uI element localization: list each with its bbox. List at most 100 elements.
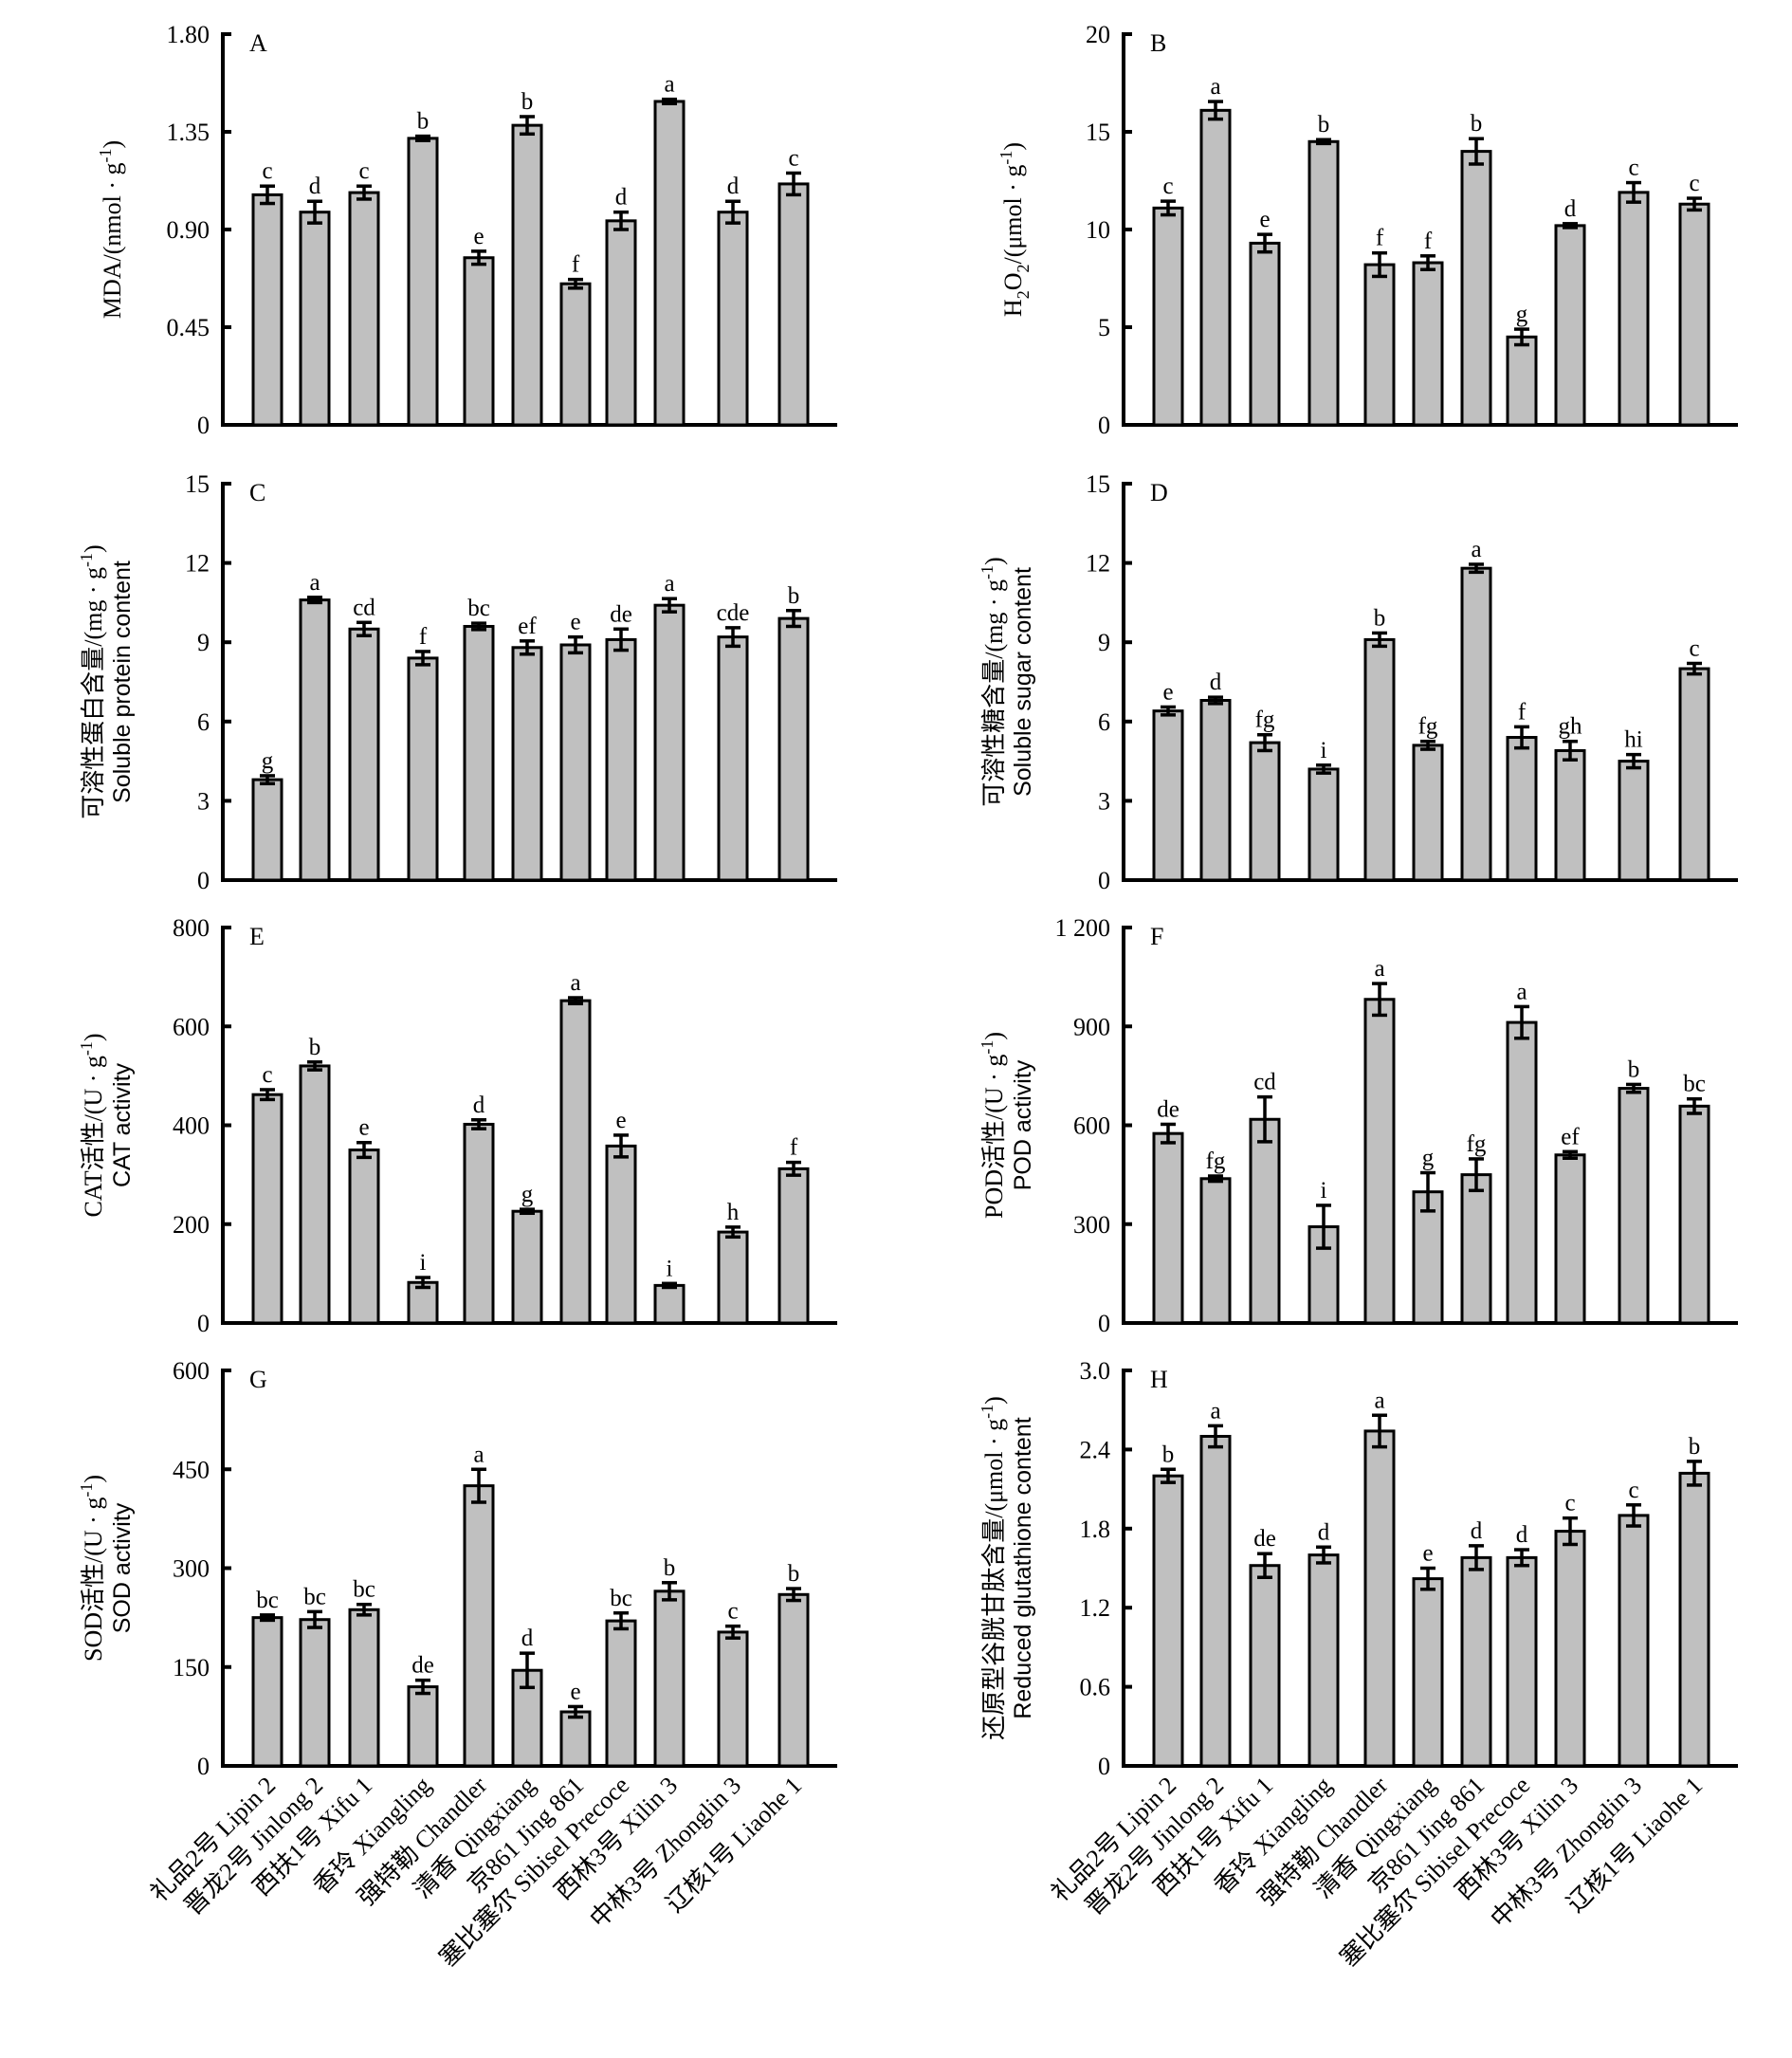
significance-letter: fg xyxy=(1255,707,1275,733)
significance-letter: bc xyxy=(353,1577,375,1603)
bar xyxy=(1678,1104,1710,1325)
bar xyxy=(348,1148,380,1325)
bar xyxy=(1199,699,1232,882)
bar xyxy=(1678,667,1710,882)
bar xyxy=(463,1484,495,1768)
significance-letter: e xyxy=(570,1679,580,1704)
chart-panel-d: 0 3 6 9 12 15 D 可溶性糖含量/(mg · g-1)Soluble sugar … xyxy=(978,470,1738,894)
y-tick-label: 0 xyxy=(1098,1753,1110,1780)
significance-letter: g xyxy=(1516,302,1528,327)
panel-letter: D xyxy=(1150,479,1168,506)
significance-letter: bc xyxy=(467,596,490,621)
y-tick-label: 12 xyxy=(1086,550,1110,578)
bar xyxy=(605,1144,637,1325)
bar xyxy=(1199,1177,1232,1325)
significance-letter: d xyxy=(727,174,740,199)
bar xyxy=(511,646,543,882)
y-tick-label: 600 xyxy=(173,1357,210,1385)
significance-letter: a xyxy=(1471,537,1481,562)
significance-letter: e xyxy=(1422,1541,1433,1567)
panel-letter: B xyxy=(1150,29,1166,57)
significance-letter: de xyxy=(411,1653,434,1679)
y-tick-label: 900 xyxy=(1073,1013,1110,1040)
significance-letter: ef xyxy=(1561,1124,1580,1149)
bar xyxy=(1249,741,1281,882)
y-axis-label-en: Reduced glutathione content xyxy=(1010,1417,1036,1718)
significance-letter: e xyxy=(615,1108,626,1133)
y-tick-label: 9 xyxy=(1098,629,1110,656)
bar xyxy=(1249,1117,1281,1325)
bar xyxy=(1618,191,1650,427)
significance-letter: c xyxy=(727,1599,738,1625)
y-tick-label: 2.4 xyxy=(1080,1436,1111,1463)
chart-panel-c: 0 3 6 9 12 15 C 可溶性蛋白含量/(mg · g-1)Soluble prote… xyxy=(77,470,837,894)
significance-letter: c xyxy=(1564,1491,1575,1516)
bar xyxy=(777,182,810,427)
significance-letter: bc xyxy=(256,1588,279,1613)
bar xyxy=(653,603,686,882)
bar xyxy=(1618,1087,1650,1325)
significance-letter: c xyxy=(788,145,798,171)
bar xyxy=(653,1589,686,1768)
significance-letter: a xyxy=(1210,1398,1220,1424)
significance-letter: f xyxy=(1376,226,1384,251)
y-tick-label: 1.8 xyxy=(1080,1516,1111,1543)
significance-letter: a xyxy=(664,72,674,98)
significance-letter: a xyxy=(1210,74,1220,100)
chart-panel-e: 0 200 400 600 800 E CAT活性/(U · g-1)CAT activit… xyxy=(77,914,837,1337)
significance-letter: g xyxy=(1422,1146,1435,1171)
bar xyxy=(653,1283,686,1325)
significance-letter: a xyxy=(1374,956,1384,982)
significance-letter: de xyxy=(610,601,632,627)
significance-letter: c xyxy=(1689,171,1699,196)
bar xyxy=(1554,1153,1586,1325)
y-tick-label: 0 xyxy=(1098,412,1110,439)
y-axis-label: CAT活性/(U · g-1) xyxy=(77,1033,107,1217)
significance-letter: e xyxy=(358,1115,369,1141)
significance-letter: bc xyxy=(303,1584,326,1609)
panel-letter: G xyxy=(249,1366,267,1393)
chart-panel-a: 0 0.45 0.90 1.35 1.80 A MDA/(nmol · g-1) c d c b e b… xyxy=(96,21,837,439)
significance-letter: ef xyxy=(518,614,537,639)
bar xyxy=(1460,1555,1492,1768)
y-tick-label: 3 xyxy=(197,787,210,815)
bar xyxy=(1506,1020,1538,1325)
bar xyxy=(653,100,686,427)
y-tick-label: 5 xyxy=(1098,314,1110,341)
panel-letter: C xyxy=(249,479,265,506)
significance-letter: b xyxy=(1471,111,1483,137)
significance-letter: cd xyxy=(1253,1070,1276,1095)
y-tick-label: 0 xyxy=(197,412,210,439)
bar xyxy=(299,1064,331,1325)
significance-letter: a xyxy=(1516,979,1527,1004)
bar xyxy=(1152,1131,1184,1325)
bar xyxy=(1363,998,1396,1325)
significance-letter: bc xyxy=(1683,1072,1706,1097)
y-tick-label: 15 xyxy=(185,470,210,498)
bar xyxy=(1199,108,1232,427)
bar xyxy=(251,778,283,882)
significance-letter: c xyxy=(1628,156,1638,181)
significance-letter: h xyxy=(727,1200,740,1225)
y-axis-label-en: Soluble protein content xyxy=(109,560,136,803)
y-axis-label-en: POD activity xyxy=(1010,1059,1036,1190)
significance-letter: c xyxy=(262,1062,272,1088)
bar xyxy=(1412,261,1444,427)
bar xyxy=(559,643,592,882)
y-tick-label: 400 xyxy=(173,1112,210,1140)
bar xyxy=(463,624,495,882)
significance-letter: e xyxy=(570,610,580,635)
bar xyxy=(1554,1530,1586,1768)
bar xyxy=(1363,637,1396,882)
significance-letter: f xyxy=(572,252,580,278)
bar xyxy=(251,193,283,427)
bar xyxy=(1307,1553,1340,1768)
bar xyxy=(717,211,749,427)
significance-letter: i xyxy=(1321,1178,1327,1204)
bar xyxy=(407,1685,439,1768)
significance-letter: b xyxy=(521,89,534,115)
significance-letter: b xyxy=(309,1035,321,1060)
y-axis-label: SOD活性/(U · g-1) xyxy=(77,1475,107,1662)
chart-panel-g: 0 150 300 450 600 G SOD活性/(U · g-1)SOD activit… xyxy=(77,1357,837,1972)
